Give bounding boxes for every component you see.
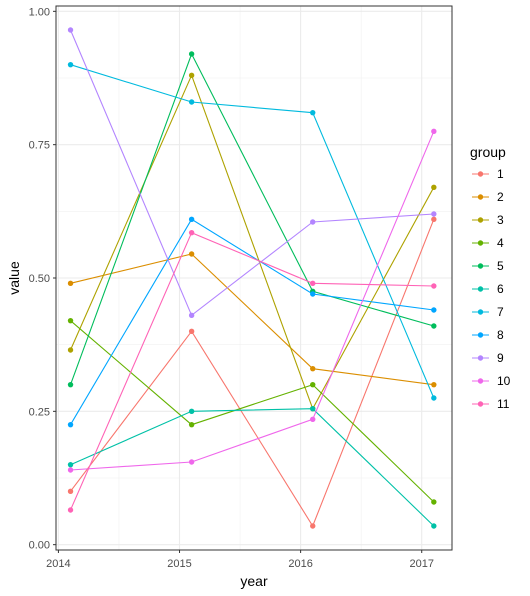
legend-key-point-4	[477, 240, 484, 246]
legend-label-9: 9	[497, 351, 504, 365]
legend-key-point-3	[477, 217, 484, 223]
y-tick-label: 0.75	[29, 140, 50, 152]
data-point-10	[431, 128, 437, 135]
legend-label-1: 1	[497, 167, 504, 181]
data-point-10	[188, 459, 195, 465]
data-point-7	[310, 109, 316, 116]
data-point-7	[431, 395, 437, 401]
data-point-4	[188, 421, 195, 428]
data-point-10	[310, 416, 316, 423]
y-tick-label: 0.25	[29, 406, 50, 418]
series-line-8	[70, 218, 434, 425]
data-point-4	[310, 381, 316, 388]
data-point-9	[431, 211, 437, 217]
data-point-5	[67, 381, 74, 388]
x-tick-label: 2017	[409, 558, 433, 570]
legend-key-point-11	[477, 401, 484, 407]
legend-key-point-10	[477, 378, 484, 384]
data-point-2	[431, 381, 437, 388]
legend-label-10: 10	[497, 374, 511, 388]
x-axis: 2014 2015 2016 2017	[46, 550, 434, 570]
x-tick-label: 2016	[288, 558, 312, 570]
legend: group 1 2 3 4 5 6 7 8 9 10 11	[470, 144, 511, 411]
series-line-5	[69, 52, 434, 385]
data-point-5	[188, 51, 195, 57]
data-point-9	[310, 219, 316, 225]
series-line-3	[69, 73, 435, 411]
data-point-6	[431, 523, 437, 529]
legend-label-6: 6	[497, 282, 504, 296]
y-tick-label: 0.00	[29, 540, 50, 552]
legend-title: group	[470, 144, 506, 160]
data-point-11	[67, 507, 74, 513]
data-point-4	[67, 317, 74, 324]
data-point-1	[188, 328, 195, 335]
data-point-7	[188, 99, 195, 105]
data-point-4	[431, 499, 437, 505]
data-point-1	[431, 216, 437, 223]
data-point-3	[431, 184, 437, 191]
legend-key-point-9	[477, 355, 484, 361]
data-point-11	[188, 229, 195, 236]
x-tick-label: 2014	[46, 558, 70, 570]
legend-key-point-8	[477, 332, 484, 338]
data-point-8	[431, 307, 437, 313]
data-point-6	[67, 461, 74, 468]
series-points	[67, 27, 437, 529]
data-point-1	[310, 523, 316, 529]
series-line-11	[69, 231, 434, 511]
data-point-1	[67, 488, 74, 495]
legend-key-point-5	[477, 263, 484, 269]
data-point-10	[67, 467, 74, 473]
series-line-2	[70, 253, 434, 386]
data-point-7	[67, 61, 74, 68]
series-line-9	[69, 29, 434, 317]
legend-label-3: 3	[497, 213, 504, 227]
legend-label-8: 8	[497, 328, 504, 342]
series-line-10	[70, 131, 435, 471]
data-point-6	[188, 408, 195, 415]
data-point-9	[188, 312, 195, 319]
legend-label-4: 4	[497, 236, 504, 250]
legend-label-7: 7	[497, 305, 504, 319]
legend-label-5: 5	[497, 259, 504, 273]
data-point-8	[188, 216, 195, 223]
data-point-2	[67, 280, 74, 287]
data-point-2	[188, 251, 195, 257]
data-point-8	[310, 291, 316, 297]
y-axis: 0.00 0.25 0.50 0.75 1.00	[29, 6, 56, 552]
data-point-8	[67, 421, 74, 428]
x-axis-title: year	[240, 573, 268, 589]
y-tick-label: 0.50	[29, 273, 50, 285]
series-line-1	[70, 219, 435, 528]
data-point-3	[67, 347, 74, 353]
data-point-6	[310, 405, 316, 412]
data-point-9	[67, 27, 74, 33]
series-lines	[69, 29, 435, 528]
series-line-7	[70, 64, 435, 399]
series-line-6	[70, 408, 435, 527]
data-point-11	[310, 280, 316, 287]
legend-label-2: 2	[497, 190, 504, 204]
y-axis-title: value	[6, 261, 22, 295]
legend-key-point-2	[477, 194, 484, 200]
legend-label-11: 11	[497, 397, 510, 411]
y-tick-label: 1.00	[29, 6, 50, 18]
data-point-5	[431, 323, 437, 329]
data-point-3	[188, 72, 195, 79]
legend-key-point-6	[477, 286, 484, 292]
legend-key-point-1	[477, 171, 484, 177]
x-tick-label: 2015	[167, 558, 191, 570]
legend-key-point-7	[477, 309, 484, 315]
data-point-11	[431, 283, 437, 289]
data-point-2	[310, 365, 316, 372]
